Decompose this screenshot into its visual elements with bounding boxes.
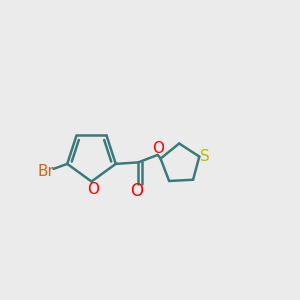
Text: Br: Br [38,164,55,179]
Text: O: O [152,141,164,156]
Text: O: O [130,182,143,200]
Text: S: S [200,149,210,164]
Text: O: O [87,182,99,196]
